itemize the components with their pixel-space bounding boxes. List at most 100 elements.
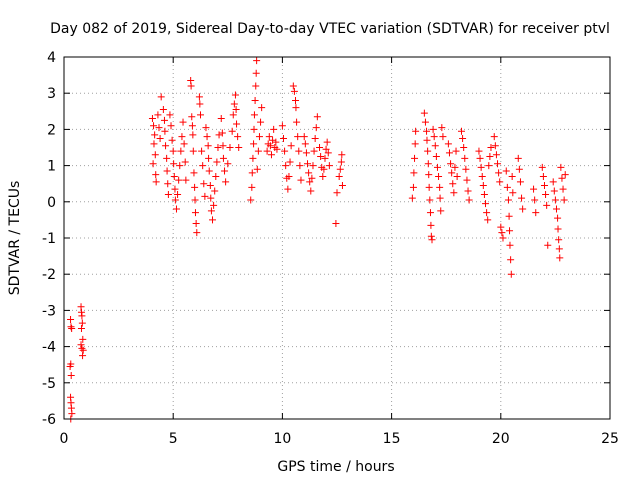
data-point xyxy=(284,185,292,193)
data-point xyxy=(190,169,198,177)
data-point xyxy=(152,171,160,179)
data-point xyxy=(504,196,512,204)
data-point xyxy=(148,115,156,123)
data-point xyxy=(68,325,76,332)
data-point xyxy=(67,372,75,380)
data-point xyxy=(267,151,275,159)
data-point xyxy=(478,172,486,180)
data-point xyxy=(270,125,278,133)
x-tick-label: 20 xyxy=(492,431,510,447)
data-point xyxy=(558,174,566,182)
data-point xyxy=(437,207,445,215)
data-point xyxy=(152,178,160,186)
data-point xyxy=(204,142,212,150)
data-point xyxy=(308,174,316,182)
y-tick-label: 2 xyxy=(47,122,56,138)
data-point xyxy=(67,315,75,323)
data-point xyxy=(321,154,329,162)
data-point xyxy=(228,127,236,135)
data-point xyxy=(156,134,164,142)
data-point xyxy=(532,209,540,217)
data-point xyxy=(257,118,265,126)
data-point xyxy=(480,191,488,199)
data-point xyxy=(221,167,229,175)
data-point xyxy=(170,172,178,180)
data-point xyxy=(439,133,447,141)
data-point xyxy=(79,335,87,343)
data-point xyxy=(482,200,490,208)
data-point xyxy=(503,183,511,191)
data-point xyxy=(189,147,197,155)
data-point xyxy=(424,147,432,155)
data-point xyxy=(278,122,286,130)
data-point xyxy=(508,172,516,180)
data-point xyxy=(554,225,562,233)
data-point xyxy=(178,133,186,141)
data-point xyxy=(157,93,165,101)
data-point xyxy=(542,191,550,199)
data-point xyxy=(78,312,86,320)
data-point xyxy=(265,133,273,141)
data-point xyxy=(209,216,217,224)
data-point xyxy=(295,147,303,155)
data-point xyxy=(427,221,435,229)
data-point xyxy=(187,82,195,90)
data-point xyxy=(496,178,504,186)
data-point xyxy=(561,171,569,179)
data-point xyxy=(214,144,222,151)
data-point xyxy=(289,82,297,90)
data-point xyxy=(539,172,547,180)
data-point xyxy=(457,127,465,135)
data-point xyxy=(226,144,234,151)
data-point xyxy=(171,196,179,204)
data-point xyxy=(219,154,227,162)
data-point xyxy=(229,111,237,119)
data-point xyxy=(170,160,178,168)
data-point xyxy=(495,169,503,177)
data-point xyxy=(281,147,289,155)
data-point xyxy=(286,158,294,166)
data-point xyxy=(438,124,446,132)
data-point xyxy=(77,325,85,332)
data-point xyxy=(410,169,418,177)
data-point xyxy=(451,163,459,171)
data-point xyxy=(78,344,86,352)
data-point xyxy=(459,134,467,142)
data-point xyxy=(498,229,506,237)
chart-title: Day 082 of 2019, Sidereal Day-to-day VTE… xyxy=(50,21,610,37)
data-point xyxy=(484,216,492,224)
data-point xyxy=(483,209,491,217)
data-point xyxy=(279,134,287,142)
data-point xyxy=(306,178,314,186)
data-point xyxy=(250,140,258,148)
data-point xyxy=(160,116,168,124)
y-axis-label: SDTVAR / TECUs xyxy=(7,181,23,296)
data-point xyxy=(428,236,436,244)
data-point xyxy=(168,136,176,144)
data-point xyxy=(412,127,420,135)
data-point xyxy=(163,154,171,162)
data-point xyxy=(549,178,557,186)
data-point xyxy=(164,180,172,188)
data-point xyxy=(176,162,184,170)
data-point xyxy=(435,172,443,180)
data-point xyxy=(188,113,196,121)
data-point xyxy=(424,160,432,168)
data-point xyxy=(475,147,483,155)
data-point xyxy=(408,194,416,202)
y-tick-label: -6 xyxy=(42,412,56,428)
data-point xyxy=(302,149,310,157)
data-point xyxy=(421,118,429,126)
data-point xyxy=(248,183,256,191)
data-point xyxy=(423,136,431,144)
data-point xyxy=(432,153,440,161)
data-point xyxy=(292,96,300,104)
data-point xyxy=(206,182,214,190)
data-point xyxy=(198,147,206,155)
data-point xyxy=(333,189,341,197)
data-point xyxy=(543,201,551,209)
data-point xyxy=(514,154,522,162)
data-point xyxy=(68,410,76,418)
data-point xyxy=(411,154,419,162)
data-point xyxy=(79,346,87,354)
